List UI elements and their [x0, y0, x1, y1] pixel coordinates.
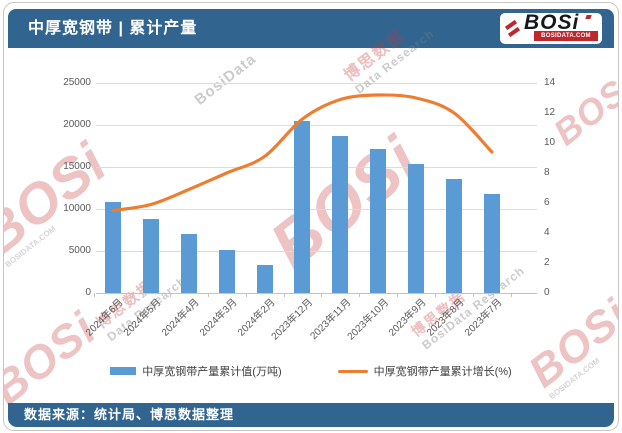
x-tick: [207, 293, 209, 297]
y-axis-label-left: 10000: [63, 203, 91, 214]
y-axis-label-left: 5000: [68, 245, 91, 256]
legend-item: 中厚宽钢带产量累计值(万吨): [110, 363, 282, 379]
x-tick: [321, 293, 323, 297]
bar-2023年12月: [294, 121, 311, 293]
bosi-logo: BOSi BOSIDATA.COM: [500, 13, 602, 44]
page-title: 中厚宽钢带 | 累计产量: [28, 20, 198, 37]
gridline: [96, 125, 537, 126]
y-axis-label-right: 4: [544, 227, 550, 238]
x-tick: [94, 293, 95, 297]
y-axis-label-left: 20000: [63, 119, 91, 130]
bar-2024年3月: [218, 250, 235, 293]
data-source: 数据来源：统计局、博思数据整理: [24, 407, 235, 422]
logo-stripe-icon: [507, 26, 521, 38]
chart-area: 0 5000 10000 15000 20000 25000 0 2 4 6 8 10 12 14 2024…: [4, 3, 618, 430]
growth-line-plot: [111, 93, 494, 213]
logo-domain: BOSIDATA.COM: [534, 31, 598, 41]
bar-2023年10月: [370, 148, 387, 293]
x-tick: [283, 293, 285, 297]
bar-2024年6月: [105, 202, 121, 293]
chart-card: BOSiBOSIDATA.COMBosiDataBOSiBOSi博思数据Data…: [3, 2, 619, 431]
legend-line-swatch-icon: [337, 369, 368, 373]
bar-2023年8月: [446, 178, 463, 293]
y-axis-label-right: 2: [544, 257, 550, 268]
y-axis-label-left: 0: [85, 287, 91, 298]
legend-label: 中厚宽钢带产量累计值(万吨): [142, 366, 282, 378]
legend-item: 中厚宽钢带产量累计增长(%): [337, 363, 512, 379]
legend-bar-swatch-icon: [110, 367, 137, 375]
x-tick: [473, 293, 474, 297]
y-axis-label-right: 10: [544, 137, 556, 148]
y-axis-label-right: 6: [544, 197, 550, 208]
header-bar: 中厚宽钢带 | 累计产量 BOSi BOSIDATA.COM: [8, 9, 614, 48]
gridline: [96, 293, 537, 294]
y-axis-label-right: 0: [544, 287, 550, 298]
y-axis-label-right: 14: [544, 77, 556, 88]
legend-label: 中厚宽钢带产量累计增长(%): [373, 366, 512, 378]
x-tick: [169, 293, 171, 297]
growth-line: [111, 93, 494, 213]
bar-2024年5月: [142, 218, 159, 293]
x-tick: [359, 293, 361, 297]
bar-2023年9月: [408, 164, 425, 293]
x-tick: [510, 293, 512, 297]
gridline: [96, 251, 537, 252]
y-axis-label-right: 8: [544, 167, 550, 178]
y-axis-label-left: 15000: [63, 161, 91, 172]
gridline: [96, 209, 537, 210]
gridline: [96, 167, 537, 168]
x-tick: [131, 293, 133, 297]
bar-2024年4月: [180, 234, 197, 293]
footer-bar: 数据来源：统计局、博思数据整理: [8, 403, 614, 427]
x-tick: [435, 293, 437, 297]
y-axis-label-left: 25000: [63, 77, 91, 88]
bar-2024年2月: [256, 265, 273, 293]
y-axis-label-right: 12: [544, 107, 556, 118]
bar-2023年11月: [332, 135, 349, 293]
bar-2023年7月: [483, 194, 500, 293]
logo-text: BOSi: [524, 13, 580, 34]
gridline: [96, 83, 537, 84]
logo-dot-icon: [585, 15, 592, 19]
x-tick: [245, 293, 247, 297]
x-axis-label: 2023年7月: [407, 297, 505, 339]
legend: 中厚宽钢带产量累计值(万吨) 中厚宽钢带产量累计增长(%): [4, 363, 618, 379]
x-tick: [397, 293, 399, 297]
